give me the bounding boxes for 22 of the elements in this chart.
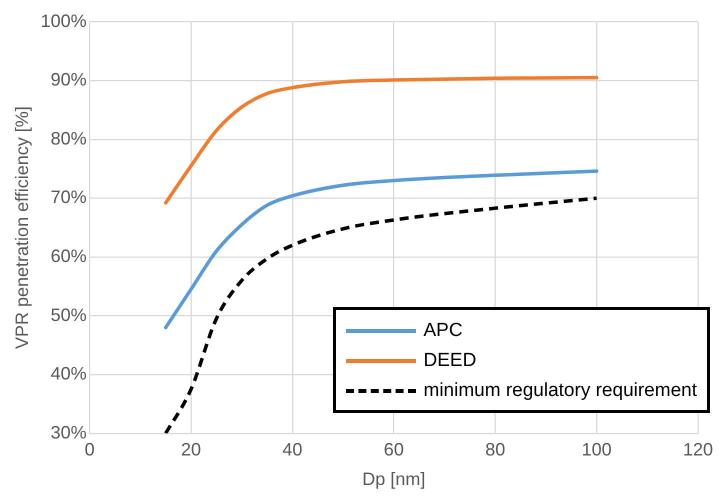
- legend-label: APC: [424, 320, 463, 342]
- x-axis-title: Dp [nm]: [362, 469, 426, 490]
- line-series: [164, 196, 598, 434]
- x-tick-label: 120: [682, 439, 714, 460]
- y-tick-label: 30%: [50, 422, 87, 442]
- y-tick-label: 40%: [50, 364, 87, 384]
- y-tick-label: 70%: [50, 187, 87, 208]
- x-tick-label: 100: [582, 439, 612, 460]
- y-tick-label: 90%: [50, 70, 87, 90]
- y-tick-label: 50%: [50, 304, 87, 325]
- x-tick-label: 80: [485, 439, 506, 460]
- x-tick-label: 0: [84, 439, 95, 460]
- y-axis-title: VPR penetration efficiency [%]: [12, 106, 32, 350]
- legend-label: DEED: [424, 350, 476, 372]
- line-series: [164, 76, 598, 205]
- y-tick-label: 100%: [40, 10, 87, 31]
- x-tick-label: 40: [282, 439, 302, 460]
- y-tick-label: 60%: [50, 246, 87, 266]
- x-tick-label: 20: [181, 439, 202, 460]
- x-tick-label: 60: [384, 439, 404, 460]
- legend-label: minimum regulatory requirement: [424, 380, 697, 402]
- y-tick-label: 80%: [50, 128, 87, 148]
